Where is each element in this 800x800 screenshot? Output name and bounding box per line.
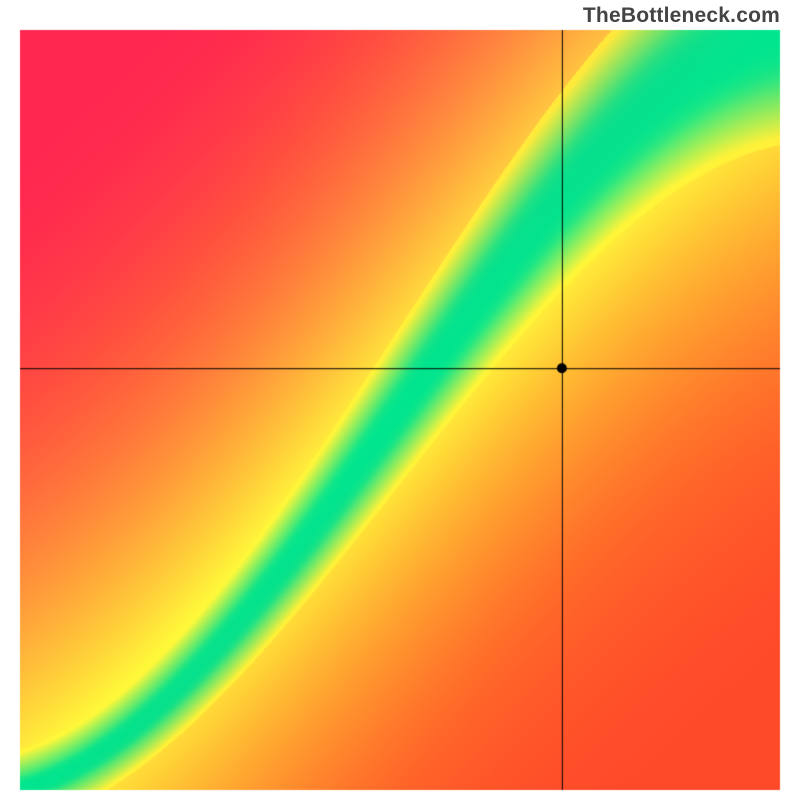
watermark-text: TheBottleneck.com: [583, 4, 780, 28]
chart-container: TheBottleneck.com: [0, 0, 800, 800]
bottleneck-heatmap: [0, 0, 800, 800]
